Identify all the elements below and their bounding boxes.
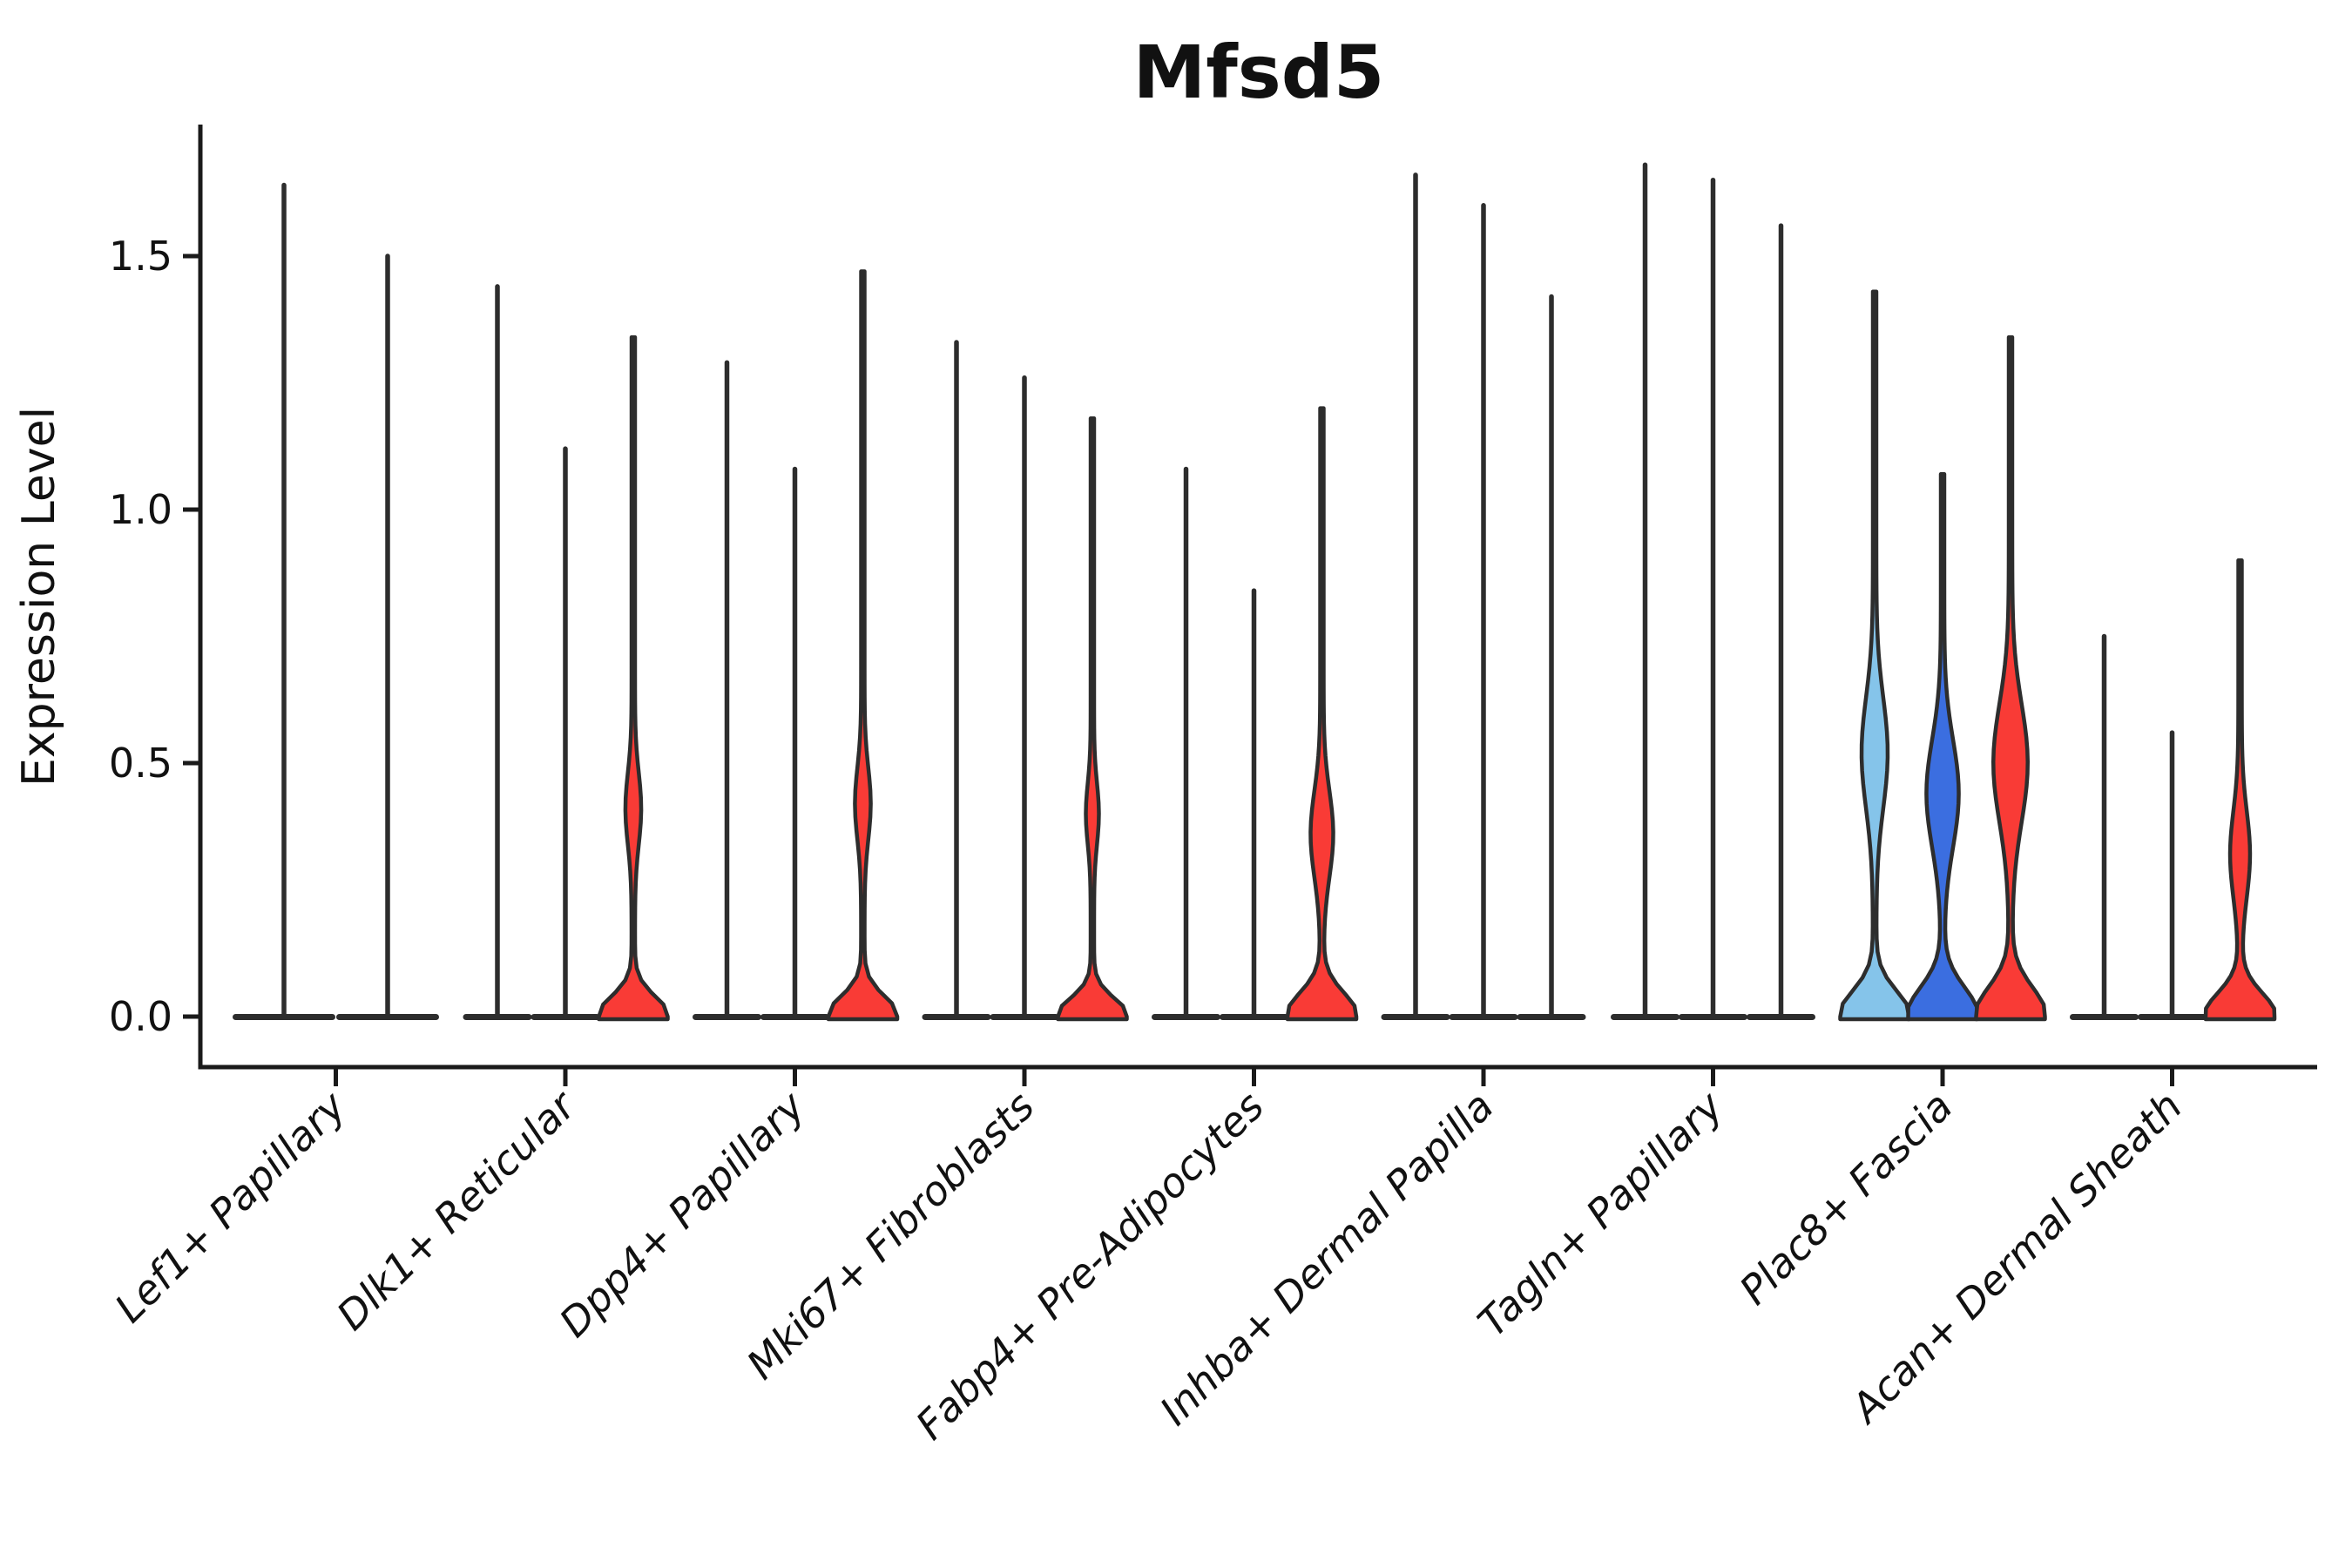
y-tick-label: 0.0: [109, 993, 172, 1040]
violin-group-9: [2070, 558, 2277, 1022]
violin-group-6: [1381, 172, 1586, 1020]
y-tick-label: 1.5: [109, 233, 172, 280]
violin-body: [2203, 558, 2277, 1022]
violin-group-7: [1611, 162, 1815, 1020]
x-tick-label: Dpp4+ Papillary: [551, 1082, 814, 1346]
violin-group-3: [693, 269, 900, 1022]
violin-body: [1056, 416, 1129, 1022]
violin-group-2: [463, 284, 670, 1022]
violin-group-8: [1838, 289, 2047, 1022]
violin-body: [826, 269, 900, 1022]
x-tick-label: Tagln+ Papillary: [1469, 1082, 1733, 1346]
violin-group-5: [1152, 406, 1359, 1022]
violin-body: [1974, 335, 2047, 1022]
y-axis-label: Expression Level: [13, 407, 65, 787]
violin-body: [1285, 406, 1359, 1022]
chart-title: Mfsd5: [1133, 30, 1385, 115]
x-tick-label: Plac8+ Fascia: [1730, 1083, 1961, 1314]
y-tick-label: 1.0: [109, 486, 172, 533]
x-tick-label: Lef1+ Papillary: [105, 1082, 355, 1331]
violin-body: [1838, 289, 1911, 1022]
violin-body: [597, 335, 670, 1022]
violin-body: [1906, 472, 1979, 1022]
x-tick-label: Dlk1+ Reticular: [328, 1080, 586, 1339]
violin-group-4: [922, 340, 1129, 1022]
violin-group-1: [233, 182, 439, 1020]
y-tick-label: 0.5: [109, 740, 172, 787]
